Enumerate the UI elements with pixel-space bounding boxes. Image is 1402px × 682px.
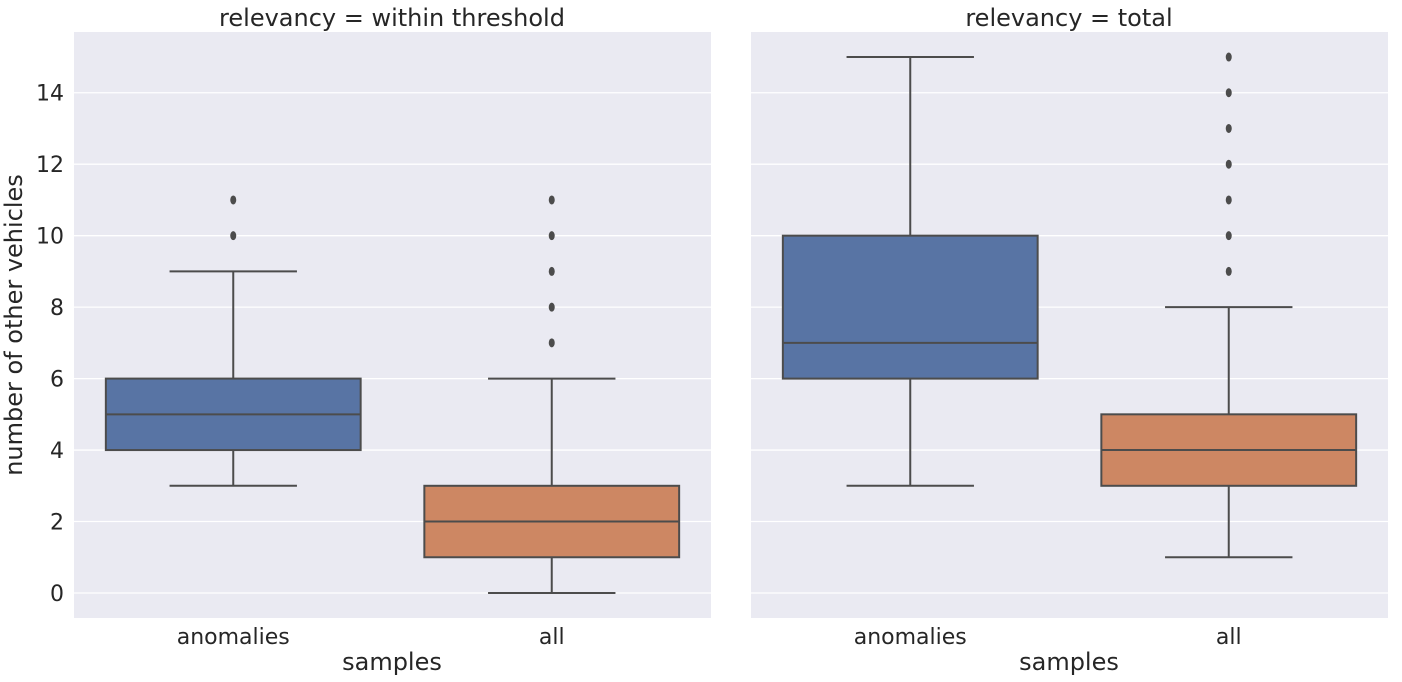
outlier-point [548,195,555,205]
outlier-point [230,231,237,241]
y-axis-label: number of other vehicles [0,174,28,476]
x-axis-label: samples [1019,648,1119,676]
box-anomalies [781,56,1039,487]
box-all [423,195,681,594]
y-tick-label: 10 [36,225,64,250]
box-anomalies [104,195,362,487]
panel-within-threshold: relevancy = within threshold samples num… [0,4,711,676]
outlier-point [1225,123,1232,133]
y-tick-label: 14 [36,82,64,107]
x-tick-label: anomalies [177,625,290,650]
outlier-point [230,195,237,205]
panel-total: relevancy = total samples anomalies all [751,4,1388,676]
x-tick-label: all [539,625,565,650]
outlier-point [1225,231,1232,241]
y-tick-label: 4 [50,439,64,464]
x-tick-label: all [1216,625,1242,650]
y-tick-label: 0 [50,582,64,607]
outlier-point [1225,88,1232,98]
y-tick-label: 8 [50,296,64,321]
outlier-point [1225,159,1232,169]
outlier-point [1225,52,1232,62]
x-tick-label: anomalies [854,625,967,650]
box-all [1100,52,1358,559]
panel-title: relevancy = within threshold [219,4,565,32]
iqr-box [781,234,1039,380]
panel-title: relevancy = total [965,4,1172,32]
x-axis-label: samples [342,648,442,676]
outlier-point [1225,195,1232,205]
y-tick-label: 12 [36,153,64,178]
outlier-point [548,231,555,241]
outlier-point [548,266,555,276]
y-tick-label: 6 [50,368,64,393]
outlier-point [548,302,555,312]
outlier-point [1225,266,1232,276]
y-tick-label: 2 [50,511,64,536]
outlier-point [548,338,555,348]
